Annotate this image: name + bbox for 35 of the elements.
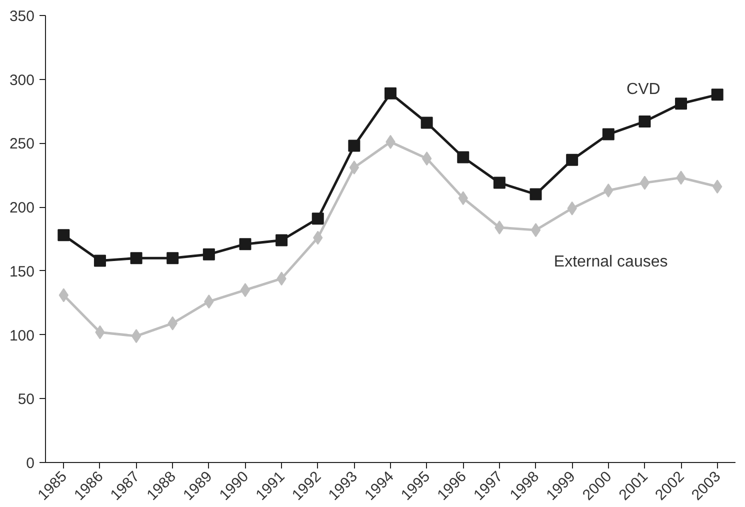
- point: [530, 188, 542, 200]
- point: [566, 154, 578, 166]
- point: [131, 329, 142, 344]
- point: [640, 176, 650, 190]
- point: [202, 248, 215, 260]
- point: [348, 140, 360, 152]
- point: [94, 254, 106, 267]
- series-label: External causes: [554, 253, 668, 270]
- point: [130, 252, 142, 264]
- point: [240, 283, 250, 298]
- point: [166, 252, 179, 264]
- y-tick-label: 200: [9, 200, 35, 217]
- y-tick-label: 250: [9, 136, 35, 153]
- y-tick-label: 300: [9, 72, 35, 89]
- point: [711, 88, 724, 101]
- point: [422, 152, 432, 166]
- point: [493, 176, 506, 189]
- y-tick-label: 150: [9, 263, 35, 280]
- point: [349, 160, 360, 174]
- point: [384, 87, 396, 100]
- point: [675, 98, 688, 110]
- point: [239, 238, 252, 250]
- y-tick-label: 350: [9, 8, 35, 25]
- point: [58, 229, 70, 242]
- point: [420, 116, 433, 129]
- point: [276, 234, 288, 246]
- point: [638, 116, 651, 128]
- y-tick-label: 50: [18, 391, 35, 408]
- series-label: CVD: [626, 81, 660, 98]
- point: [602, 128, 614, 140]
- point: [457, 151, 470, 164]
- y-tick-label: 100: [9, 327, 35, 344]
- point: [312, 212, 324, 225]
- point: [530, 223, 541, 238]
- y-tick-label: 0: [26, 455, 34, 472]
